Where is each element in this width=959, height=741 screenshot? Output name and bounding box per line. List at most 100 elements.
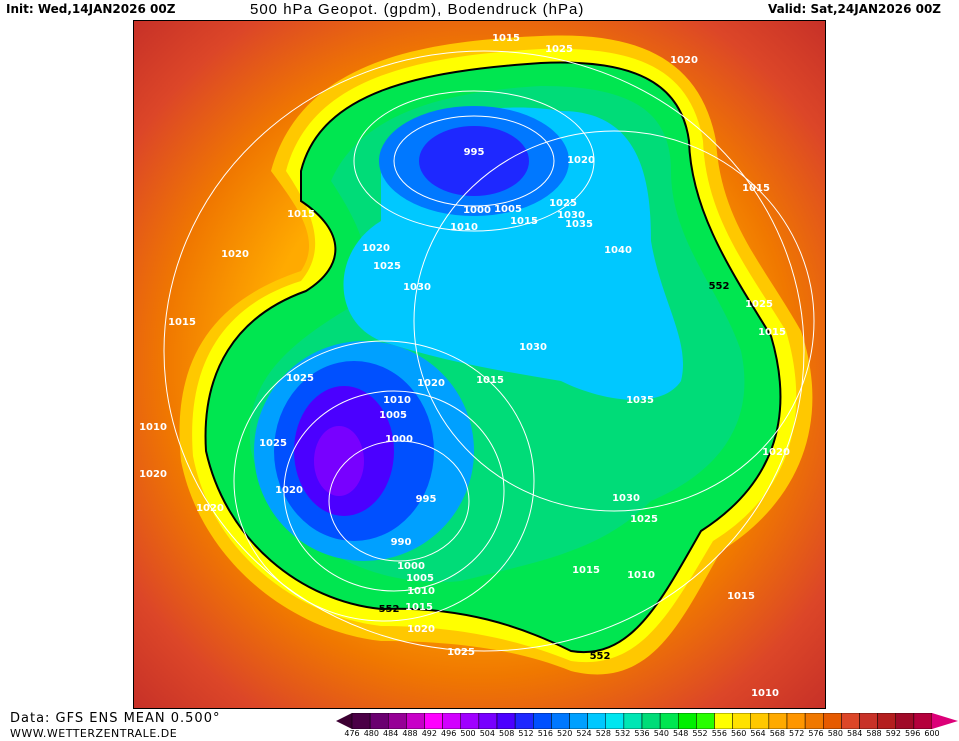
pressure-label: 995 bbox=[464, 147, 485, 158]
legend-swatch bbox=[696, 713, 715, 729]
legend-high-arrow bbox=[932, 713, 958, 729]
legend-swatch bbox=[859, 713, 878, 729]
legend-swatch bbox=[786, 713, 806, 729]
legend-tick: 536 bbox=[634, 729, 650, 738]
pressure-label: 1035 bbox=[626, 395, 654, 406]
legend-tick: 580 bbox=[827, 729, 843, 738]
legend-swatch bbox=[460, 713, 480, 729]
legend-tick: 532 bbox=[615, 729, 631, 738]
data-source: Data: GFS ENS MEAN 0.500° bbox=[10, 711, 221, 726]
legend-swatch bbox=[424, 713, 443, 729]
pressure-label: 1025 bbox=[630, 514, 658, 525]
legend-tick: 476 bbox=[344, 729, 360, 738]
pressure-label: 1015 bbox=[727, 591, 755, 602]
legend-tick: 508 bbox=[499, 729, 515, 738]
color-legend bbox=[336, 713, 958, 729]
legend-swatch bbox=[587, 713, 606, 729]
pressure-label: 1030 bbox=[612, 493, 640, 504]
legend-swatch bbox=[551, 713, 570, 729]
pressure-label: 995 bbox=[416, 494, 437, 505]
legend-swatch bbox=[514, 713, 534, 729]
pressure-label: 1020 bbox=[670, 55, 698, 66]
legend-tick: 592 bbox=[885, 729, 901, 738]
legend-tick: 504 bbox=[479, 729, 495, 738]
pressure-label: 1020 bbox=[417, 378, 445, 389]
pressure-label: 1020 bbox=[362, 243, 390, 254]
legend-tick: 556 bbox=[711, 729, 727, 738]
legend-swatch bbox=[623, 713, 643, 729]
legend-swatch bbox=[768, 713, 788, 729]
pressure-label: 1020 bbox=[139, 469, 167, 480]
legend-tick: 568 bbox=[769, 729, 785, 738]
legend-tick: 496 bbox=[441, 729, 457, 738]
legend-swatch bbox=[605, 713, 625, 729]
legend-tick: 564 bbox=[750, 729, 766, 738]
pressure-label: 1015 bbox=[742, 183, 770, 194]
pressure-label: 1030 bbox=[557, 210, 585, 221]
legend-swatch bbox=[895, 713, 915, 729]
legend-swatch bbox=[496, 713, 516, 729]
pressure-label: 1025 bbox=[259, 438, 287, 449]
legend-swatch bbox=[913, 713, 933, 729]
pressure-label: 1010 bbox=[407, 586, 435, 597]
pressure-label: 1015 bbox=[572, 565, 600, 576]
legend-tick: 488 bbox=[402, 729, 418, 738]
legend-tick: 480 bbox=[363, 729, 379, 738]
weather-map: 1015 1025 1020 995 1020 1015 1000 1005 1010 1015 1… bbox=[133, 20, 826, 709]
legend-tick: 512 bbox=[518, 729, 534, 738]
pressure-label: 1000 bbox=[463, 205, 491, 216]
pressure-label: 1040 bbox=[604, 245, 632, 256]
pressure-label: 1005 bbox=[494, 204, 522, 215]
pressure-label: 1000 bbox=[397, 561, 425, 572]
legend-tick: 524 bbox=[576, 729, 592, 738]
legend-swatch bbox=[750, 713, 770, 729]
legend-tick: 548 bbox=[673, 729, 689, 738]
contour-552-label: 552 bbox=[590, 651, 611, 662]
pressure-label: 1030 bbox=[519, 342, 547, 353]
legend-tick: 540 bbox=[653, 729, 669, 738]
contour-552-label: 552 bbox=[709, 281, 730, 292]
legend-low-arrow bbox=[336, 713, 352, 729]
legend-swatch bbox=[351, 713, 371, 729]
legend-tick: 552 bbox=[692, 729, 708, 738]
pressure-label: 1010 bbox=[450, 222, 478, 233]
pressure-label: 1005 bbox=[406, 573, 434, 584]
map-title: 500 hPa Geopot. (gpdm), Bodendruck (hPa) bbox=[250, 1, 585, 18]
pressure-label: 1020 bbox=[407, 624, 435, 635]
pressure-label: 1015 bbox=[476, 375, 504, 386]
pressure-label: 1025 bbox=[549, 198, 577, 209]
pressure-label: 1015 bbox=[405, 602, 433, 613]
legend-swatch bbox=[841, 713, 860, 729]
legend-swatch bbox=[804, 713, 824, 729]
pressure-label: 1025 bbox=[447, 647, 475, 658]
isobar-lines bbox=[163, 50, 815, 652]
legend-tick: 484 bbox=[383, 729, 399, 738]
legend-swatch bbox=[478, 713, 498, 729]
valid-time: Valid: Sat,24JAN2026 00Z bbox=[767, 2, 941, 16]
pressure-label: 1010 bbox=[139, 422, 167, 433]
legend-tick-labels: 476 480 484 488 492 496 500 504 508 512 516 520 524 5… bbox=[340, 729, 950, 741]
pressure-label: 1030 bbox=[403, 282, 431, 293]
legend-swatch bbox=[823, 713, 842, 729]
pressure-label: 1015 bbox=[168, 317, 196, 328]
legend-swatch bbox=[732, 713, 751, 729]
legend-tick: 600 bbox=[924, 729, 940, 738]
legend-swatch bbox=[714, 713, 733, 729]
pressure-label: 1020 bbox=[567, 155, 595, 166]
pressure-label: 1020 bbox=[221, 249, 249, 260]
legend-swatch bbox=[569, 713, 588, 729]
pressure-label: 1015 bbox=[287, 209, 315, 220]
legend-swatch bbox=[388, 713, 407, 729]
website: WWW.WETTERZENTRALE.DE bbox=[10, 727, 178, 740]
legend-swatch bbox=[641, 713, 661, 729]
pressure-label: 1015 bbox=[510, 216, 538, 227]
legend-tick: 516 bbox=[537, 729, 553, 738]
pressure-label: 1020 bbox=[762, 447, 790, 458]
legend-swatch bbox=[678, 713, 697, 729]
legend-tick: 528 bbox=[595, 729, 611, 738]
pressure-label: 1010 bbox=[751, 688, 779, 699]
legend-swatch bbox=[369, 713, 389, 729]
legend-tick: 584 bbox=[847, 729, 863, 738]
pressure-label: 1025 bbox=[745, 299, 773, 310]
legend-swatch bbox=[659, 713, 679, 729]
